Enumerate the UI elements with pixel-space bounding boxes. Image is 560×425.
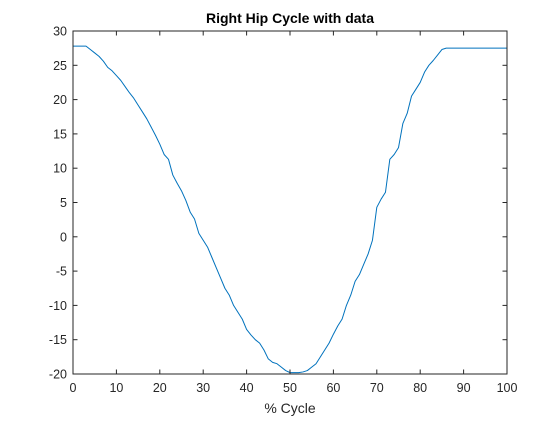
x-tick-label: 10 — [109, 381, 123, 395]
x-tick-label: 40 — [240, 381, 254, 395]
x-tick-label: 80 — [413, 381, 427, 395]
y-tick-label: 25 — [53, 59, 67, 73]
x-tick-label: 20 — [153, 381, 167, 395]
x-tick-label: 70 — [370, 381, 384, 395]
y-tick-label: 5 — [60, 196, 67, 210]
plot-area — [73, 31, 507, 374]
y-tick-label: 15 — [53, 127, 67, 141]
x-tick-label: 90 — [457, 381, 471, 395]
x-tick-label: 30 — [196, 381, 210, 395]
y-tick-label: -20 — [49, 368, 67, 382]
x-axis-label: % Cycle — [264, 400, 316, 416]
y-tick-label: 20 — [53, 93, 67, 107]
y-tick-label: -10 — [49, 299, 67, 313]
x-tick-label: 0 — [70, 381, 77, 395]
plot-box — [72, 30, 508, 375]
y-tick-label: 30 — [53, 25, 67, 39]
y-tick-label: -5 — [56, 265, 67, 279]
tick-layer: 0 10 20 30 40 50 60 70 80 90 100 -20 -15 -10 -5 0 5 10 15 2… — [49, 25, 518, 396]
x-tick-label: 100 — [497, 381, 518, 395]
x-tick-label: 60 — [326, 381, 340, 395]
y-tick-label: 0 — [60, 230, 67, 244]
y-tick-label: -15 — [49, 333, 67, 347]
x-tick-label: 50 — [283, 381, 297, 395]
y-tick-label: 10 — [53, 162, 67, 176]
chart-title: Right Hip Cycle with data — [206, 10, 374, 26]
